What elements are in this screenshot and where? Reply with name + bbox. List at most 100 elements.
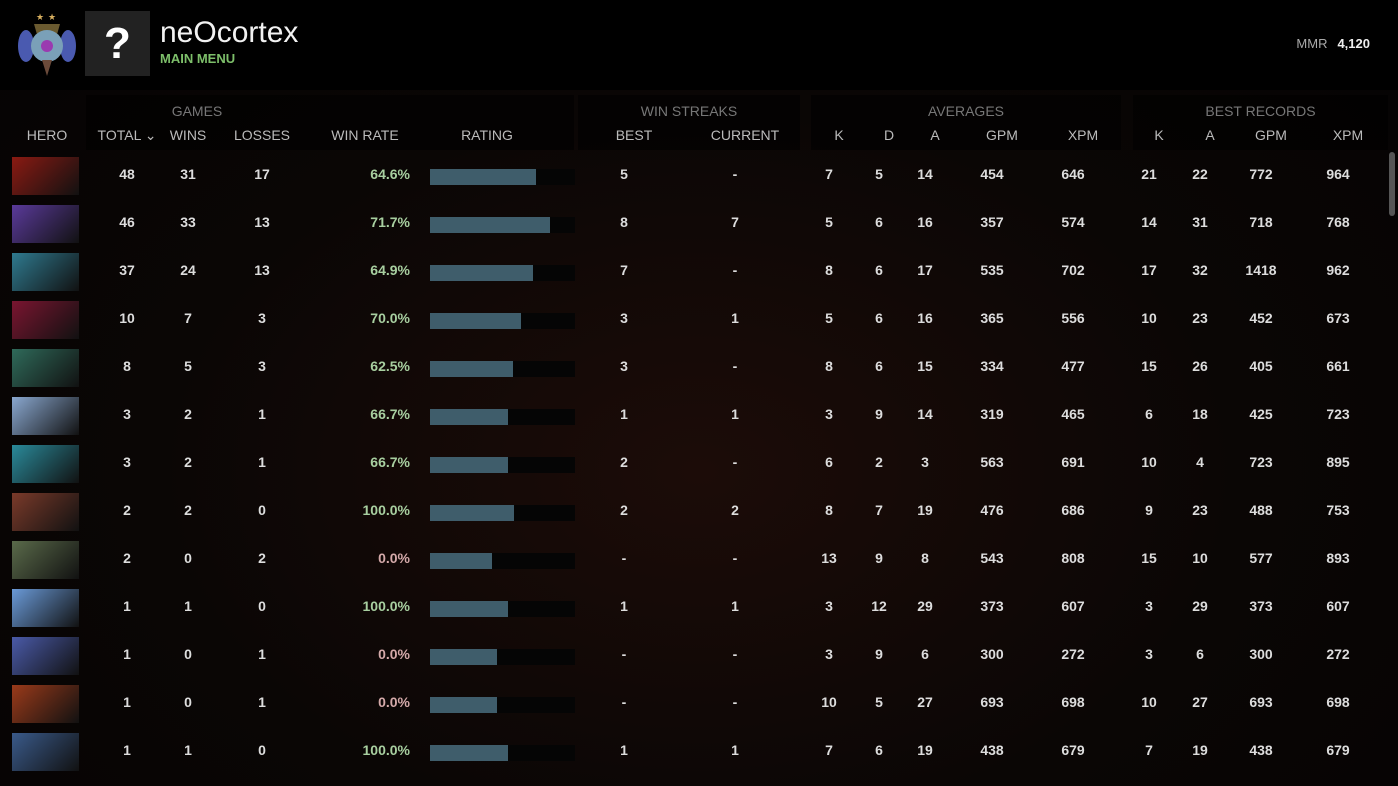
cell-wins: 2 (184, 454, 192, 470)
cell-k: 13 (821, 550, 837, 566)
cell-ba: 27 (1192, 694, 1208, 710)
cell-wins: 0 (184, 550, 192, 566)
cell-total: 46 (119, 214, 135, 230)
table-row[interactable]: 3 2 1 66.7% 2 - 6 2 3 563 691 10 4 723 895 (10, 440, 1388, 484)
cell-best: 7 (620, 262, 628, 278)
mmr-value: 4,120 (1337, 36, 1370, 51)
hero-portrait[interactable] (12, 445, 79, 483)
cell-losses: 0 (258, 742, 266, 758)
table-row[interactable]: 3 2 1 66.7% 1 1 3 9 14 319 465 6 18 425 723 (10, 392, 1388, 436)
cell-win-rate: 64.6% (370, 166, 410, 182)
cell-bxpm: 661 (1326, 358, 1350, 374)
cell-k: 3 (825, 406, 833, 422)
cell-current: - (732, 646, 738, 662)
rating-bar (430, 697, 575, 713)
cell-bxpm: 698 (1326, 694, 1350, 710)
scrollbar[interactable] (1389, 152, 1395, 216)
hero-portrait[interactable] (12, 349, 79, 387)
table-row[interactable]: 1 0 1 0.0% - - 3 9 6 300 272 3 6 300 272 (10, 632, 1388, 676)
cell-xpm: 574 (1061, 214, 1085, 230)
cell-a: 19 (917, 502, 933, 518)
cell-a: 29 (917, 598, 933, 614)
rating-bar (430, 553, 575, 569)
rating-bar-fill (430, 217, 551, 233)
col-avg-xpm[interactable]: XPM (1067, 127, 1099, 143)
cell-gpm: 693 (980, 694, 1004, 710)
rating-bar (430, 217, 575, 233)
table-row[interactable]: 2 0 2 0.0% - - 13 9 8 543 808 15 10 577 893 (10, 536, 1388, 580)
cell-wins: 1 (184, 742, 192, 758)
table-row[interactable]: 37 24 13 64.9% 7 - 8 6 17 535 702 17 32 1418 962 (10, 248, 1388, 292)
rating-bar (430, 169, 575, 185)
table-row[interactable]: 1 1 0 100.0% 1 1 3 12 29 373 607 3 29 373 607 (10, 584, 1388, 628)
col-current-streak[interactable]: CURRENT (710, 127, 780, 143)
svg-text:★: ★ (36, 12, 44, 22)
col-hero[interactable]: HERO (26, 127, 68, 143)
hero-portrait[interactable] (12, 589, 79, 627)
hero-portrait[interactable] (12, 685, 79, 723)
rating-bar-fill (430, 313, 522, 329)
hero-portrait[interactable] (12, 637, 79, 675)
table-row[interactable]: 46 33 13 71.7% 8 7 5 6 16 357 574 14 31 718 768 (10, 200, 1388, 244)
cell-best: 2 (620, 454, 628, 470)
cell-bxpm: 679 (1326, 742, 1350, 758)
cell-losses: 0 (258, 502, 266, 518)
hero-portrait[interactable] (12, 301, 79, 339)
cell-bgpm: 577 (1249, 550, 1273, 566)
col-best-a[interactable]: A (1205, 127, 1215, 143)
col-best-gpm[interactable]: GPM (1255, 127, 1287, 143)
hero-portrait[interactable] (12, 253, 79, 291)
cell-bxpm: 964 (1326, 166, 1350, 182)
hero-portrait[interactable] (12, 157, 79, 195)
cell-k: 3 (825, 646, 833, 662)
col-avg-k[interactable]: K (834, 127, 844, 143)
hero-portrait[interactable] (12, 493, 79, 531)
hero-portrait[interactable] (12, 397, 79, 435)
avatar[interactable]: ? (85, 11, 150, 76)
cell-d: 12 (871, 598, 887, 614)
cell-gpm: 454 (980, 166, 1004, 182)
cell-win-rate: 66.7% (370, 406, 410, 422)
col-best-k[interactable]: K (1154, 127, 1164, 143)
cell-a: 19 (917, 742, 933, 758)
col-total[interactable]: TOTAL ⌄ (92, 127, 162, 144)
col-avg-a[interactable]: A (930, 127, 940, 143)
rating-bar-fill (430, 265, 533, 281)
cell-bk: 15 (1141, 550, 1157, 566)
col-rating[interactable]: RATING (461, 127, 513, 143)
col-avg-gpm[interactable]: GPM (986, 127, 1018, 143)
cell-gpm: 535 (980, 262, 1004, 278)
cell-bgpm: 405 (1249, 358, 1273, 374)
cell-current: - (732, 694, 738, 710)
cell-best: - (621, 646, 627, 662)
col-avg-d[interactable]: D (883, 127, 895, 143)
win-streaks-group (578, 95, 800, 150)
col-losses[interactable]: LOSSES (233, 127, 291, 143)
cell-k: 6 (825, 454, 833, 470)
col-win-rate[interactable]: WIN RATE (331, 127, 399, 143)
cell-current: - (732, 550, 738, 566)
cell-best: 1 (620, 406, 628, 422)
hero-portrait[interactable] (12, 541, 79, 579)
cell-bxpm: 272 (1326, 646, 1350, 662)
rating-bar (430, 361, 575, 377)
col-best-streak[interactable]: BEST (615, 127, 653, 143)
cell-ba: 10 (1192, 550, 1208, 566)
cell-bk: 3 (1145, 646, 1153, 662)
cell-current: - (732, 166, 738, 182)
col-wins[interactable]: WINS (169, 127, 207, 143)
table-row[interactable]: 48 31 17 64.6% 5 - 7 5 14 454 646 21 22 772 964 (10, 152, 1388, 196)
col-best-xpm[interactable]: XPM (1332, 127, 1364, 143)
table-row[interactable]: 8 5 3 62.5% 3 - 8 6 15 334 477 15 26 405 661 (10, 344, 1388, 388)
table-row[interactable]: 10 7 3 70.0% 3 1 5 6 16 365 556 10 23 452 673 (10, 296, 1388, 340)
cell-xpm: 272 (1061, 646, 1085, 662)
hero-portrait[interactable] (12, 733, 79, 771)
cell-xpm: 477 (1061, 358, 1085, 374)
hero-portrait[interactable] (12, 205, 79, 243)
cell-losses: 1 (258, 694, 266, 710)
table-row[interactable]: 1 1 0 100.0% 1 1 7 6 19 438 679 7 19 438 679 (10, 728, 1388, 772)
table-row[interactable]: 1 0 1 0.0% - -10 5 27 693 698 10 27 693 698 (10, 680, 1388, 724)
table-row[interactable]: 2 2 0 100.0% 2 2 8 7 19 476 686 9 23 488 753 (10, 488, 1388, 532)
cell-best: 2 (620, 502, 628, 518)
cell-wins: 5 (184, 358, 192, 374)
